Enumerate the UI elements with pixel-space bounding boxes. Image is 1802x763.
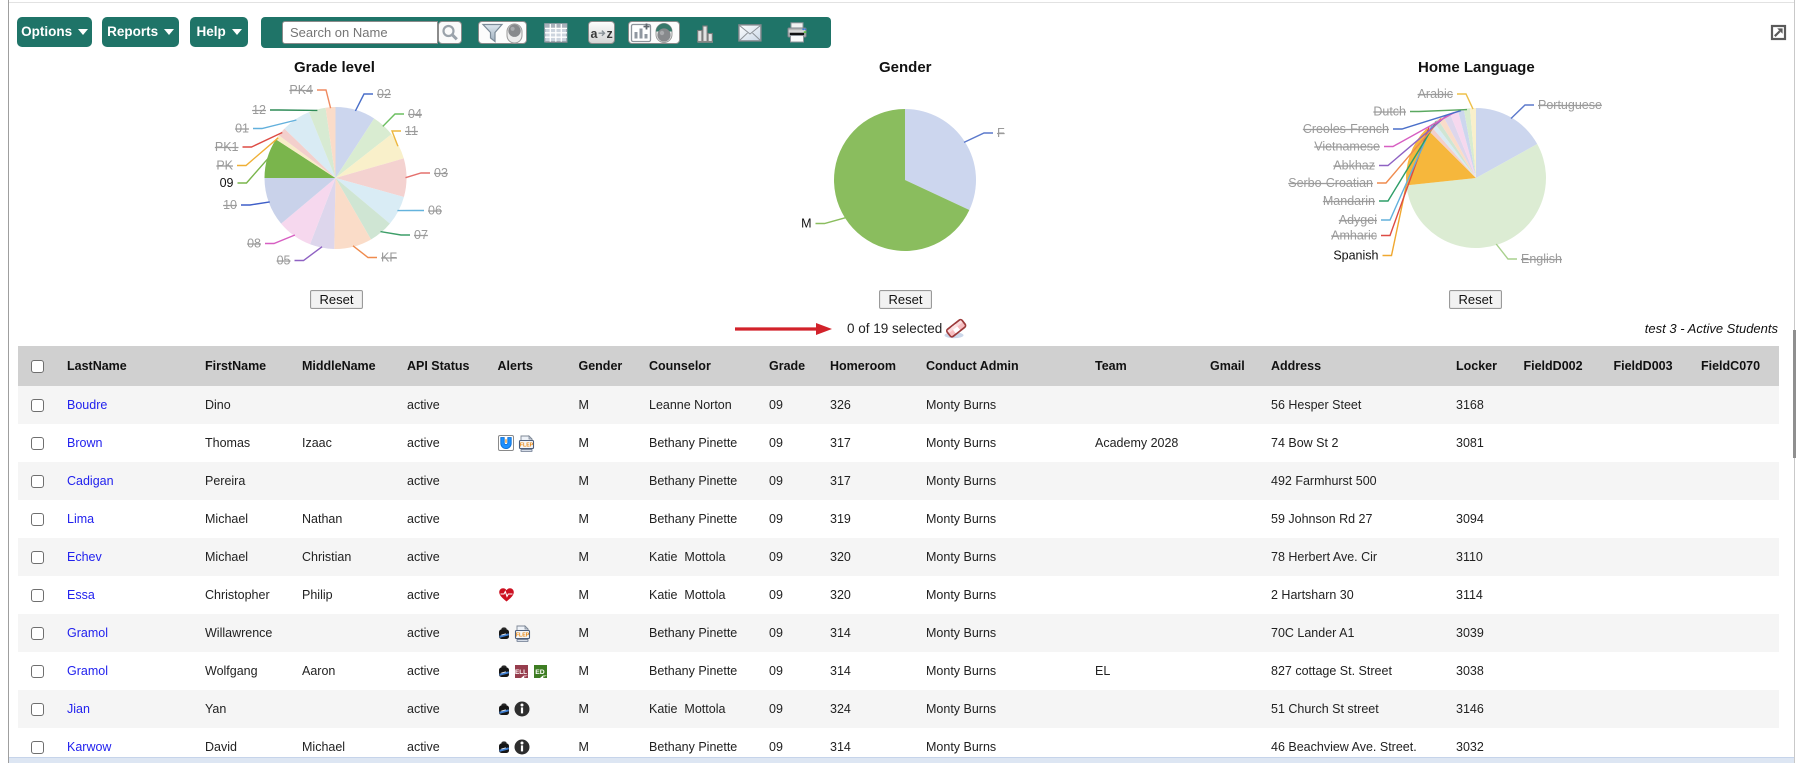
svg-text:Vietnamese: Vietnamese (1314, 140, 1380, 154)
svg-text:Creoles-French: Creoles-French (1303, 122, 1389, 136)
svg-text:PK: PK (216, 159, 233, 173)
svg-text:08: 08 (247, 237, 261, 251)
svg-text:a: a (591, 27, 599, 41)
svg-text:Abkhaz: Abkhaz (1333, 159, 1375, 173)
svg-text:ED: ED (536, 668, 546, 675)
svg-text:Portuguese: Portuguese (1538, 98, 1602, 112)
svg-text:10: 10 (223, 198, 237, 212)
svg-text:z: z (607, 27, 613, 41)
svg-text:11: 11 (405, 124, 418, 138)
svg-text:07: 07 (414, 228, 428, 242)
svg-text:F: F (997, 126, 1005, 140)
svg-text:FLEP: FLEP (520, 442, 534, 448)
svg-text:M: M (801, 217, 811, 231)
svg-text:Mandarin: Mandarin (1323, 194, 1375, 208)
svg-text:PK1: PK1 (215, 140, 239, 154)
svg-text:Arabic: Arabic (1418, 87, 1453, 101)
svg-text:Amharic: Amharic (1331, 229, 1377, 243)
svg-text:01: 01 (235, 122, 249, 136)
svg-text:KF: KF (381, 251, 397, 265)
svg-text:Adygei: Adygei (1339, 213, 1377, 227)
svg-text:12: 12 (252, 103, 266, 117)
svg-text:06: 06 (428, 204, 442, 218)
svg-text:PK4: PK4 (289, 83, 313, 97)
svg-text:03: 03 (434, 166, 448, 180)
svg-text:02: 02 (377, 87, 391, 101)
svg-text:Serbo-Croatian: Serbo-Croatian (1288, 176, 1373, 190)
svg-text:05: 05 (277, 254, 291, 268)
svg-text:04: 04 (408, 107, 422, 121)
svg-text:Spanish: Spanish (1333, 249, 1378, 263)
svg-text:English: English (1521, 252, 1562, 266)
svg-text:Dutch: Dutch (1373, 105, 1406, 119)
svg-text:FLEP: FLEP (516, 632, 530, 638)
svg-text:ELL: ELL (515, 668, 527, 675)
svg-text:09: 09 (220, 176, 234, 190)
